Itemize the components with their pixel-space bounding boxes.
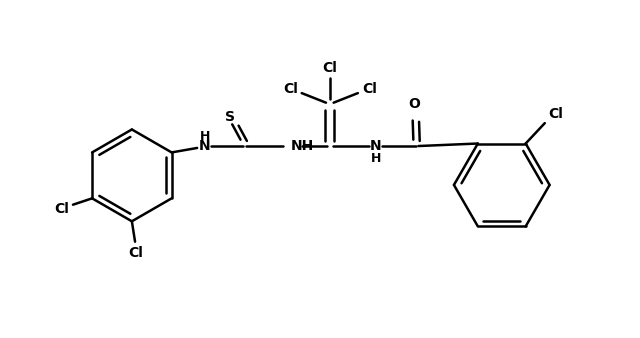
Text: Cl: Cl bbox=[323, 61, 337, 75]
Text: Cl: Cl bbox=[548, 106, 563, 121]
Text: Cl: Cl bbox=[362, 82, 377, 96]
Text: N: N bbox=[199, 139, 211, 153]
Text: H: H bbox=[371, 152, 381, 165]
Text: N: N bbox=[370, 139, 381, 153]
Text: H: H bbox=[200, 130, 210, 143]
Text: NH: NH bbox=[291, 139, 314, 153]
Text: S: S bbox=[225, 110, 236, 124]
Text: O: O bbox=[408, 97, 420, 111]
Text: Cl: Cl bbox=[283, 82, 298, 96]
Text: Cl: Cl bbox=[128, 246, 143, 260]
Text: Cl: Cl bbox=[54, 201, 70, 216]
